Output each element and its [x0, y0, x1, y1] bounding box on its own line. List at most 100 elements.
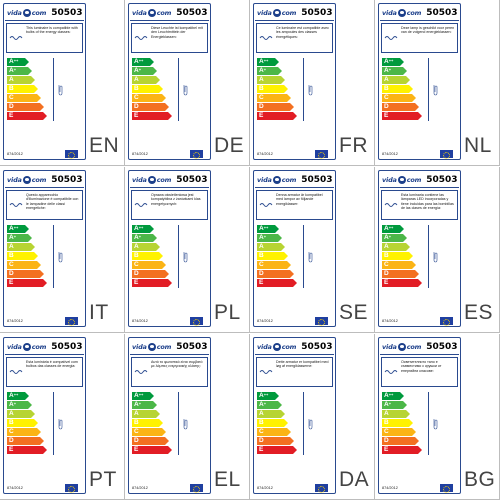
label-cell: vida com 50503 Denna armatur är kompatib…: [250, 167, 375, 333]
regulation-number: 874/2012: [257, 152, 273, 156]
energy-class-text: D: [384, 270, 389, 278]
energy-class-text: A+: [384, 67, 391, 75]
energy-class-bar: A++: [257, 58, 279, 66]
energy-class-text: D: [134, 437, 139, 445]
scale-divider: [53, 58, 54, 121]
logo-text-left: vida: [132, 8, 147, 17]
lamp-icon: [433, 252, 438, 263]
bulb-icon: [259, 203, 273, 207]
energy-class-letter: A: [9, 401, 14, 408]
energy-class-plus: +: [13, 67, 17, 72]
energy-class-letter: D: [134, 437, 139, 444]
energy-class-scale: A++ A+ A B C D: [382, 58, 422, 121]
energy-class-letter: A: [384, 243, 389, 250]
energy-class-text: A++: [384, 225, 393, 233]
energy-class-plus: +: [388, 234, 392, 239]
energy-class-letter: A: [259, 58, 264, 65]
energy-class-letter: E: [384, 279, 389, 286]
lamp-icon: [183, 85, 188, 96]
energy-class-bar: B: [132, 252, 163, 260]
logo-text-left: vida: [257, 8, 272, 17]
bulb-icon: [384, 370, 398, 374]
energy-class-text: A+: [9, 234, 16, 242]
energy-class-letter: A: [134, 76, 139, 83]
energy-class-bar: C: [382, 428, 416, 436]
energy-class-text: A+: [134, 401, 141, 409]
energy-class-letter: B: [134, 419, 139, 426]
energy-class-text: E: [384, 112, 388, 120]
label-cell: vida com 50503 Esta luminaria contiene l…: [375, 167, 500, 333]
energy-class-letter: C: [134, 94, 139, 101]
energy-class-text: A+: [384, 401, 391, 409]
energy-class-letter: C: [384, 261, 389, 268]
energy-class-plus: +: [263, 234, 267, 239]
label-header: vida com 50503: [382, 173, 458, 186]
energy-class-plus: ++: [263, 225, 269, 230]
energy-class-letter: D: [9, 103, 14, 110]
energy-class-text: A: [384, 76, 389, 84]
energy-class-letter: A: [9, 243, 14, 250]
energy-class-bar: B: [7, 85, 38, 93]
compatibility-box: Αυτό το φωτιστικό είναι συμβατό με λάμπε…: [131, 357, 208, 387]
energy-class-text: A: [384, 243, 389, 251]
eu-flag-icon: [190, 317, 203, 326]
energy-class-bar: A+: [132, 67, 157, 75]
product-code: 50503: [301, 7, 333, 18]
energy-class-letter: A: [134, 243, 139, 250]
energy-class-bar: A++: [7, 225, 29, 233]
energy-class-bar: A++: [7, 58, 29, 66]
compatibility-text: Ce luminaire est compatible avec les amp…: [276, 26, 329, 39]
energy-class-plus: +: [13, 234, 17, 239]
logo-text-left: vida: [7, 8, 22, 17]
compatibility-box: Denna armatur är kompatibel med lampor a…: [256, 190, 333, 220]
compatibility-text: Oprawa oświetleniowa jest kompatybilna z…: [151, 193, 201, 206]
energy-class-letter: A: [134, 58, 139, 65]
energy-class-bar: B: [132, 85, 163, 93]
product-code: 50503: [176, 174, 208, 185]
energy-class-letter: B: [259, 252, 264, 259]
energy-class-letter: E: [384, 446, 389, 453]
energy-class-bar: A: [7, 76, 35, 84]
energy-class-text: B: [384, 85, 389, 93]
lamp-icon: [58, 252, 63, 263]
energy-class-letter: A: [259, 401, 264, 408]
energy-class-bar: E: [257, 446, 297, 454]
energy-class-bar: A: [132, 76, 160, 84]
energy-class-letter: A: [134, 67, 139, 74]
energy-class-text: A++: [259, 392, 268, 400]
energy-class-text: A++: [259, 58, 268, 66]
energy-class-text: A: [259, 243, 264, 251]
energy-class-bar: A: [7, 243, 35, 251]
label-header: vida com 50503: [257, 340, 333, 353]
label-header: vida com 50503: [257, 173, 333, 186]
language-code: SE: [339, 301, 369, 324]
energy-class-text: A++: [9, 225, 18, 233]
energy-class-letter: C: [9, 94, 14, 101]
compatibility-box: Ce luminaire est compatible avec les amp…: [256, 23, 333, 53]
logo-text-right: com: [281, 175, 297, 184]
energy-class-text: D: [259, 103, 264, 111]
energy-class-bar: C: [257, 94, 291, 102]
energy-label: vida com 50503 Αυτό το φωτιστικό είναι σ…: [128, 337, 211, 494]
logo-text-right: com: [281, 342, 297, 351]
compatibility-text: Αυτό το φωτιστικό είναι συμβατό με λάμπε…: [151, 360, 203, 369]
logo-text-left: vida: [7, 342, 22, 351]
energy-class-letter: D: [259, 270, 264, 277]
energy-label: vida com 50503 Ce luminaire est compatib…: [253, 3, 336, 160]
energy-class-plus: ++: [388, 392, 394, 397]
brand-logo: vida com: [257, 8, 296, 17]
language-code: EL: [214, 468, 241, 491]
energy-class-text: E: [384, 446, 388, 454]
header-divider: [5, 20, 84, 21]
energy-class-text: A: [134, 410, 139, 418]
eu-flag-icon: [65, 484, 78, 493]
energy-class-text: E: [9, 446, 13, 454]
energy-class-bar: D: [7, 270, 44, 278]
language-code: EN: [89, 134, 120, 157]
energy-class-letter: B: [134, 252, 139, 259]
lamp-icon: [183, 419, 188, 430]
scale-divider: [303, 58, 304, 121]
energy-class-letter: D: [384, 103, 389, 110]
energy-class-text: A++: [259, 225, 268, 233]
energy-class-text: C: [9, 261, 14, 269]
